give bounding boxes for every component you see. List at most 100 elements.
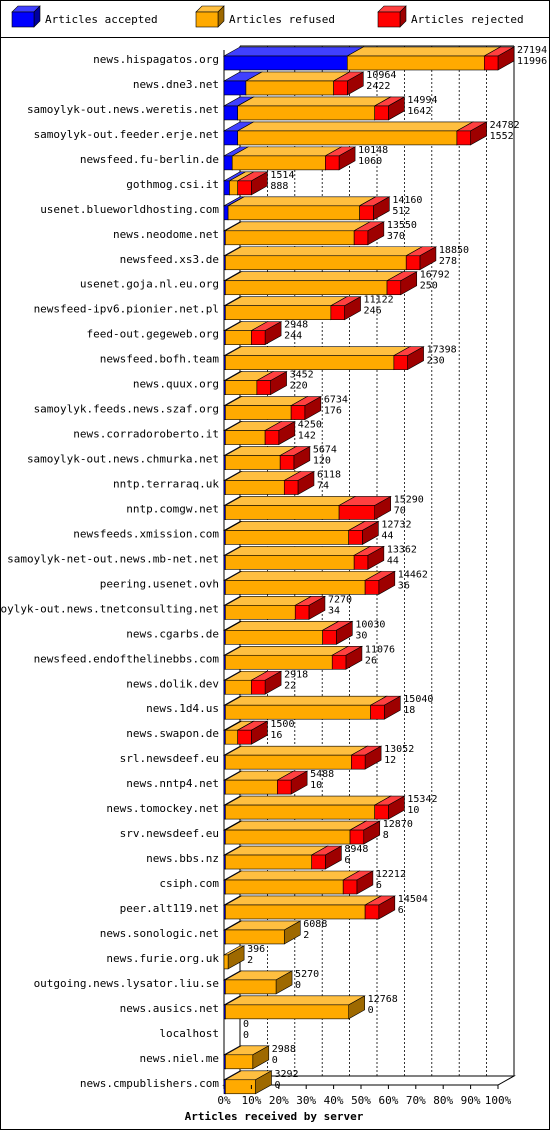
- total-count-label: 12870: [383, 819, 413, 830]
- bar-rejected: [250, 670, 283, 695]
- total-count-label: 3292: [275, 1069, 299, 1080]
- total-count-label: 12768: [368, 994, 398, 1005]
- bar-rejected: [283, 470, 316, 496]
- x-tick-label: 100%: [485, 1094, 512, 1107]
- total-count-label: 13052: [384, 744, 414, 755]
- total-count-label: 18850: [439, 245, 469, 256]
- server-label: nntp.comgw.net: [126, 502, 219, 515]
- bar-refused: [224, 1045, 270, 1070]
- server-label: newsfeed.xs3.de: [120, 253, 219, 266]
- bar-row: [222, 71, 365, 96]
- bar-row: [222, 870, 375, 895]
- rejected-count-label: 176: [324, 406, 342, 417]
- bar-refused: [224, 795, 392, 820]
- bar-row: [222, 1045, 270, 1070]
- rejected-count-label: 16: [270, 730, 282, 741]
- rejected-count-label: 0: [272, 1055, 278, 1066]
- bar-row: [222, 146, 357, 171]
- total-count-label: 11076: [365, 644, 395, 655]
- server-label: srv.newsdeef.eu: [120, 827, 219, 840]
- server-label: news.1d4.us: [146, 702, 219, 715]
- rejected-count-label: 244: [284, 331, 302, 342]
- bar-row: [222, 695, 402, 720]
- total-count-label: 10964: [366, 70, 396, 81]
- bar-refused: [224, 1070, 273, 1095]
- bar-rejected: [255, 371, 288, 396]
- server-label: peer.alt119.net: [120, 902, 219, 915]
- bar-refused: [231, 146, 343, 171]
- bar-row: [222, 296, 362, 321]
- bar-rejected: [236, 720, 269, 745]
- rejected-count-label: 36: [398, 580, 410, 591]
- server-label: samoylyk-net-out.news.mb-net.net: [7, 552, 219, 565]
- bar-rejected: [347, 520, 380, 545]
- bar-rejected: [353, 221, 385, 246]
- bar-row: [222, 620, 354, 645]
- bar-row: [222, 845, 343, 870]
- bar-row: [222, 46, 516, 71]
- total-count-label: 11122: [364, 295, 394, 306]
- bar-row: [222, 371, 288, 396]
- x-tick-label: 80%: [433, 1094, 453, 1107]
- bar-row: [222, 920, 302, 945]
- rejected-count-label: 370: [387, 231, 405, 242]
- total-count-label: 27194: [517, 45, 547, 56]
- bar-refused: [224, 870, 361, 895]
- total-count-label: 2988: [272, 1044, 296, 1055]
- bar-row: [222, 246, 438, 271]
- x-axis: 0% 10% 20% 30% 40% 50% 60% 70% 80% 90% 100%: [217, 1085, 512, 1107]
- bar-row: [222, 795, 406, 820]
- total-count-label: 24782: [490, 120, 520, 131]
- rejected-count-label: 44: [387, 555, 399, 566]
- rejected-count-label: 0: [275, 1080, 281, 1091]
- bar-row: [222, 645, 364, 670]
- rejected-count-label: 44: [381, 530, 393, 541]
- server-label: news.ausics.net: [120, 1002, 219, 1015]
- bar-row: [222, 720, 269, 745]
- bar-rejected: [331, 645, 364, 670]
- server-label: news.niel.me: [140, 1052, 219, 1065]
- bar-accepted: [222, 46, 365, 71]
- bar-row: [222, 895, 396, 920]
- rejected-count-label: 74: [317, 480, 329, 491]
- rejected-count-label: 278: [439, 256, 457, 267]
- bar-refused: [222, 945, 246, 970]
- rejected-count-label: 230: [427, 356, 445, 367]
- total-count-label: 5270: [295, 969, 319, 980]
- bar-rejected: [279, 446, 312, 471]
- rejected-count-label: 1060: [358, 156, 382, 167]
- x-tick-label: 70%: [406, 1094, 426, 1107]
- rejected-count-label: 1642: [407, 106, 431, 117]
- x-tick-label: 0%: [217, 1094, 231, 1107]
- bar-refused: [236, 121, 475, 146]
- bar-rejected: [250, 321, 283, 346]
- total-count-label: 6118: [317, 469, 341, 480]
- server-label: localhost: [159, 1027, 219, 1040]
- bar-row: [222, 545, 385, 570]
- bar-refused: [224, 820, 368, 845]
- server-label: samoylyk-out.news.weretis.net: [27, 103, 219, 116]
- x-tick-label: 60%: [378, 1094, 398, 1107]
- server-label: gothmog.csi.it: [126, 178, 219, 191]
- bar-refused: [224, 246, 424, 271]
- bar-rejected: [385, 271, 418, 296]
- rejected-count-label: 0: [295, 980, 301, 991]
- bar-row: [222, 96, 406, 121]
- total-count-label: 6088: [303, 919, 327, 930]
- server-label: news.nntp4.net: [126, 777, 219, 790]
- total-count-label: 14504: [398, 894, 428, 905]
- bars: [222, 46, 516, 1095]
- server-label: newsfeed.fu-berlin.de: [80, 153, 219, 166]
- bar-row: [222, 396, 322, 421]
- x-tick-label: 20%: [269, 1094, 289, 1107]
- bar-refused: [224, 545, 372, 570]
- server-label: samoylyk.feeds.news.szaf.org: [34, 403, 219, 416]
- bar-row: [222, 171, 269, 196]
- total-count-label: 15290: [394, 494, 424, 505]
- server-label: news.corradoroberto.it: [73, 428, 219, 441]
- total-count-label: 2948: [284, 320, 308, 331]
- x-tick-label: 40%: [324, 1094, 344, 1107]
- rejected-count-label: 0: [243, 1030, 249, 1041]
